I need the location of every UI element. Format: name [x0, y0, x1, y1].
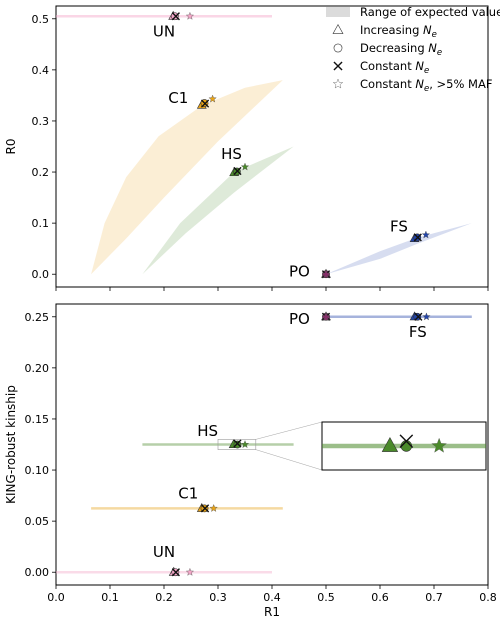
y-tick-label: 0.25 [25, 311, 50, 324]
group-label-c1: C1 [168, 89, 188, 107]
legend-entry-label: Constant Ne, >5% MAF [360, 77, 492, 94]
x-axis-label: R1 [264, 605, 280, 619]
y-tick-label: 0.20 [25, 362, 50, 375]
y-tick-label: 0.2 [32, 166, 50, 179]
group-label-un: UN [153, 23, 175, 41]
group-label-hs: HS [197, 422, 218, 440]
x-tick-label: 0.5 [317, 591, 335, 604]
legend-entry-symbol: N [415, 77, 424, 91]
y-axis-label: KING-robust kinship [4, 385, 18, 504]
range-region-fs [326, 223, 472, 275]
y-tick-label: 0.0 [32, 268, 50, 281]
legend-entry-suffix: , >5% MAF [429, 77, 492, 91]
point-constant-hs [233, 166, 242, 176]
legend-entry-subscript: e [424, 84, 429, 94]
legend-entry-text: Decreasing [360, 41, 428, 55]
range-region-c1 [91, 80, 283, 275]
group-label-hs: HS [221, 145, 242, 163]
point-constant-un [171, 12, 180, 21]
x-tick-label: 0.2 [155, 591, 173, 604]
point-constant-hs [233, 439, 242, 448]
legend-entry-label: Range of expected values [360, 5, 500, 19]
point-constant-maf-c1 [208, 94, 217, 103]
group-label-un: UN [153, 543, 175, 561]
legend-entry-symbol: N [415, 59, 424, 73]
bottom-panel: 0.00 0.05 0.10 0.15 0.20 0.25 0.0 0.1 0.2 0.3 0.4 0… [4, 303, 497, 619]
point-constant-maf-hs [240, 440, 250, 449]
legend-entry-symbol: N [423, 23, 432, 37]
group-label-po: PO [289, 310, 310, 328]
legend-entry-subscript: e [437, 48, 442, 58]
inset-source-box [217, 439, 257, 450]
x-tick-label: 0.1 [101, 591, 119, 604]
point-constant-fs [414, 312, 423, 321]
point-constant-maf-po [321, 312, 331, 321]
point-constant-un [171, 568, 180, 577]
y-tick-label: 0.1 [32, 217, 50, 230]
legend-range-swatch [326, 7, 350, 17]
point-constant-maf-po [321, 269, 331, 278]
inset-point-decreasing [400, 440, 413, 452]
point-decreasing-fs [413, 312, 422, 321]
point-constant-c1 [200, 99, 210, 108]
inset-connector [255, 421, 323, 440]
point-constant-maf-hs [240, 162, 250, 171]
legend-entry-text: Constant [360, 77, 415, 91]
legend-triangle-marker [332, 23, 344, 34]
x-tick-label: 0.6 [371, 591, 389, 604]
point-constant-fs [413, 233, 422, 242]
inset-point-constant-maf [431, 437, 448, 453]
point-constant-maf-fs [422, 312, 431, 321]
point-decreasing-hs [233, 440, 242, 449]
group-label-fs: FS [390, 218, 408, 236]
legend-entry-subscript: e [432, 30, 437, 40]
x-tick-label: 0.7 [425, 591, 443, 604]
x-tick-label: 0.3 [209, 591, 227, 604]
x-tick-label: 0.4 [263, 591, 281, 604]
legend-entry-text: Range of expected values [360, 5, 500, 19]
legend-entry-text: Constant [360, 59, 415, 73]
legend-entry-label: Decreasing Ne [360, 41, 442, 58]
point-constant-maf-fs [421, 230, 431, 239]
inset-panel [321, 421, 487, 471]
y-tick-label: 0.4 [32, 64, 50, 77]
legend-entry-symbol: N [428, 41, 437, 55]
y-tick-label: 0.15 [25, 413, 50, 426]
y-tick-label: 0.10 [25, 464, 50, 477]
legend-star-marker [332, 78, 344, 89]
point-constant-c1 [200, 504, 210, 513]
legend-entry-label: Constant Ne [360, 59, 429, 76]
legend-circle-marker [333, 43, 343, 53]
x-tick-label: 0.8 [479, 591, 497, 604]
group-label-po: PO [289, 263, 310, 281]
y-axis-label: R0 [4, 139, 18, 155]
inset-point-increasing [381, 436, 399, 452]
y-tick-label: 0.00 [25, 566, 50, 579]
group-label-c1: C1 [178, 485, 198, 503]
y-tick-label: 0.5 [32, 13, 50, 26]
inset-connector [255, 449, 323, 471]
x-tick-label: 0.0 [47, 591, 65, 604]
point-constant-maf-un [185, 11, 195, 20]
legend-cross-marker [333, 61, 343, 71]
point-constant-maf-un [185, 567, 195, 576]
y-tick-label: 0.05 [25, 515, 50, 528]
y-tick-label: 0.3 [32, 115, 50, 128]
point-decreasing-un [170, 12, 179, 21]
point-constant-maf-c1 [209, 503, 218, 512]
legend-entry-subscript: e [424, 66, 429, 76]
top-panel: 0.0 0.1 0.2 0.3 0.4 0.5 R0 UN C1 HS FS PO [4, 5, 489, 291]
inset-point-constant [399, 434, 414, 448]
legend-entry-text: Increasing [360, 23, 423, 37]
legend-entry-label: Increasing Ne [360, 23, 437, 40]
group-label-fs: FS [409, 323, 427, 341]
